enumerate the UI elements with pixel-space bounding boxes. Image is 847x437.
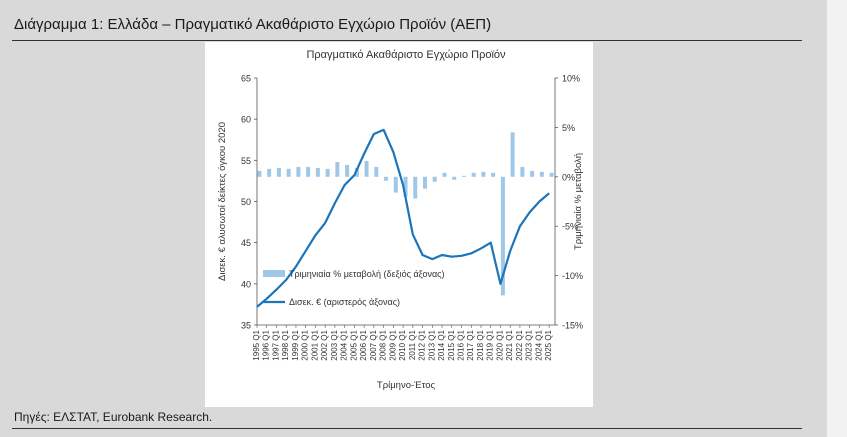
growth-bar	[491, 172, 496, 177]
growth-bar	[530, 170, 535, 177]
growth-bar	[442, 172, 447, 177]
x-tick-label: 2020 Q1	[495, 329, 504, 360]
growth-bar	[393, 176, 398, 193]
x-tick-label: 2005 Q1	[349, 329, 358, 360]
growth-bar	[510, 132, 515, 177]
legend-bars-label: Τριμηνιαία % μεταβολή (δεξιός άξονας)	[289, 269, 445, 279]
growth-bar	[549, 172, 554, 177]
left-tick-label: 65	[241, 74, 251, 84]
growth-bar	[296, 166, 301, 177]
figure-caption: Διάγραμμα 1: Ελλάδα – Πραγματικό Ακαθάρι…	[14, 16, 492, 33]
growth-bar	[286, 168, 291, 177]
x-tick-label: 2006 Q1	[359, 329, 368, 360]
x-tick-label: 2021 Q1	[505, 329, 514, 360]
x-tick-label: 1997 Q1	[271, 329, 280, 360]
x-tick-label: 2023 Q1	[525, 329, 534, 360]
x-tick-label: 1998 Q1	[281, 329, 290, 360]
x-axis-title: Τρίμηνο-Έτος	[377, 380, 436, 391]
gdp-line	[256, 128, 550, 308]
growth-bar	[315, 167, 320, 177]
left-tick-label: 60	[241, 115, 251, 125]
gdp-chart: Πραγματικό Ακαθάριστο Εγχώριο Προϊόν 35 40…	[217, 49, 584, 391]
left-tick-label: 35	[241, 321, 251, 331]
growth-bar	[461, 175, 466, 177]
x-tick-label: 2010 Q1	[398, 329, 407, 360]
x-tick-label: 2001 Q1	[310, 329, 319, 360]
x-tick-label: 2025 Q1	[544, 329, 553, 360]
left-tick-label: 45	[241, 238, 251, 248]
growth-bar	[276, 167, 281, 177]
x-tick-label: 2017 Q1	[466, 329, 475, 360]
right-tick-label: -5%	[562, 222, 578, 232]
growth-bar	[500, 176, 505, 296]
x-tick-label: 2009 Q1	[388, 329, 397, 360]
chart-title: Πραγματικό Ακαθάριστο Εγχώριο Προϊόν	[306, 49, 506, 61]
x-tick-label: 2014 Q1	[437, 329, 446, 360]
growth-bar	[403, 176, 408, 197]
x-tick-label: 2018 Q1	[476, 329, 485, 360]
growth-bar	[539, 171, 544, 177]
growth-bar	[374, 166, 379, 177]
left-tick-label: 55	[241, 156, 251, 166]
legend-bars-swatch	[263, 270, 285, 277]
x-tick-label: 2015 Q1	[447, 329, 456, 360]
growth-bar	[481, 171, 486, 177]
x-tick-label: 2008 Q1	[379, 329, 388, 360]
growth-bar	[422, 176, 427, 189]
growth-bar	[413, 176, 418, 199]
x-tick-label: 2024 Q1	[534, 329, 543, 360]
chart-card: Πραγματικό Ακαθάριστο Εγχώριο Προϊόν 35 40…	[205, 42, 593, 407]
x-tick-label: 2013 Q1	[427, 329, 436, 360]
x-tick-label: 2011 Q1	[408, 329, 417, 360]
x-tick-label: 2012 Q1	[418, 329, 427, 360]
right-axis-title: Τριμηνιαία % μεταβολή	[573, 153, 584, 250]
left-axis-title: Δισεκ. € αλυσωτοί δείκτες όγκου 2020	[217, 122, 228, 281]
x-tick-label: 2019 Q1	[486, 329, 495, 360]
growth-bar	[471, 172, 476, 177]
x-tick-label: 2004 Q1	[340, 329, 349, 360]
growth-bar	[267, 168, 272, 177]
right-tick-label: 10%	[562, 74, 580, 84]
right-tick-label: 0%	[562, 172, 575, 182]
page-edge	[827, 0, 847, 437]
x-tick-label: 1999 Q1	[291, 329, 300, 360]
x-tick-label: 2002 Q1	[320, 329, 329, 360]
x-tick-label: 2022 Q1	[515, 329, 524, 360]
left-tick-label: 50	[241, 197, 251, 207]
growth-bar	[257, 170, 262, 177]
x-tick-label: 2003 Q1	[330, 329, 339, 360]
source-rule	[12, 428, 802, 429]
growth-bar	[364, 160, 369, 177]
right-tick-label: -15%	[562, 321, 583, 331]
growth-bar	[306, 166, 311, 177]
legend-line-label: Δισεκ. € (αριστερός άξονας)	[289, 297, 400, 307]
growth-bar	[520, 166, 525, 177]
right-tick-label: -10%	[562, 271, 583, 281]
x-tick-label: 1996 Q1	[262, 329, 271, 360]
right-tick-label: 5%	[562, 123, 575, 133]
left-tick-label: 40	[241, 279, 251, 289]
x-tick-label: 2016 Q1	[457, 329, 466, 360]
x-tick-label: 2000 Q1	[301, 329, 310, 360]
x-tick-label: 1995 Q1	[252, 329, 261, 360]
growth-bar	[345, 164, 350, 177]
growth-bar	[335, 161, 340, 177]
source-note: Πηγές: ΕΛΣΤΑΤ, Eurobank Research.	[14, 410, 213, 424]
x-tick-label: 2007 Q1	[369, 329, 378, 360]
growth-bar	[452, 176, 457, 180]
caption-rule	[12, 40, 802, 41]
growth-bar	[384, 176, 389, 181]
growth-bar	[325, 168, 330, 177]
growth-bar	[432, 176, 437, 182]
